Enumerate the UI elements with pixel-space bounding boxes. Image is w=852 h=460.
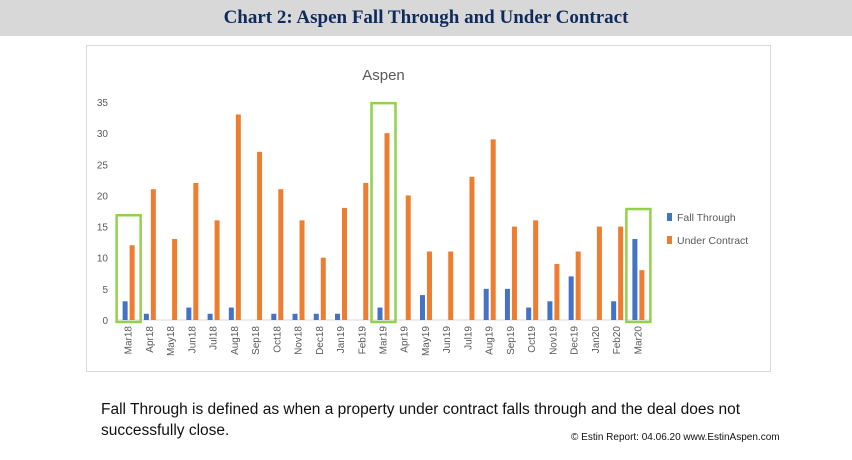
x-tick-label: Feb20 [612,326,623,355]
x-tick-label: Mar18 [124,326,135,355]
x-tick-label: Sep18 [251,326,262,355]
fall-through-bar [313,313,319,320]
x-tick-label: Oct19 [527,326,538,353]
under-contract-bar [278,189,284,320]
x-tick-label: Nov19 [548,326,559,355]
y-tick-label: 25 [97,160,109,171]
fall-through-bar [377,307,383,320]
x-tick-label: Aug19 [485,326,496,355]
legend-label-under-contract: Under Contract [677,235,748,247]
x-tick-label: Jan19 [336,326,347,354]
fall-through-bar [228,307,234,320]
x-tick-label: Jun18 [187,326,198,354]
credit-line: © Estin Report: 04.06.20 www.EstinAspen.… [571,432,780,443]
under-contract-bar [235,114,241,320]
highlight-box [115,214,142,324]
under-contract-bar [554,263,560,320]
y-tick-label: 30 [97,129,109,140]
caption: Fall Through is defined as when a proper… [101,401,741,439]
under-contract-bar [490,139,496,320]
under-contract-bar [214,220,220,320]
x-tick-label: Dec18 [315,326,326,355]
x-tick-label: Jul19 [463,326,474,350]
legend-swatch-under-contract [667,236,672,244]
under-contract-bar [426,251,432,320]
under-contract-bar [320,257,326,320]
under-contract-bar [405,195,411,320]
y-tick-label: 15 [97,223,109,234]
fall-through-bar [611,301,617,320]
fall-through-bar [335,313,341,320]
highlight-box [625,207,652,324]
fall-through-bar [419,295,425,320]
x-tick-label: Jul18 [209,326,220,350]
header-band: Chart 2: Aspen Fall Through and Under Co… [0,0,852,36]
x-tick-label: May19 [421,326,432,356]
under-contract-bar [639,270,645,320]
fall-through-bar [483,288,489,320]
x-tick-label: May18 [166,326,177,356]
y-tick-label: 0 [102,316,108,327]
under-contract-bar [448,251,454,320]
x-tick-label: Mar20 [633,326,644,355]
under-contract-bar [384,133,390,320]
y-tick-label: 5 [102,285,108,296]
fall-through-bar [143,313,149,320]
fall-through-bar [547,301,553,320]
bar-chart: Aspen 0 5 10 15 20 25 30 35 Mar18 Apr18 May18 Jun18 J… [97,67,748,356]
y-tick-label: 20 [97,191,109,202]
fall-through-bar [568,276,574,320]
x-tick-label: Apr19 [400,326,411,353]
x-tick-label: Oct18 [272,326,283,353]
under-contract-bar [575,251,581,320]
under-contract-bar [511,226,517,320]
x-tick-label: Dec19 [570,326,581,355]
under-contract-bar [129,245,135,320]
x-tick-label: Jun19 [442,326,453,354]
under-contract-bar [257,151,263,320]
fall-through-bar [271,313,277,320]
fall-through-bar [632,239,638,320]
chart-title: Aspen [362,67,405,84]
highlight-box [370,101,397,324]
y-tick-label: 35 [97,98,109,109]
fall-through-bar [122,301,128,320]
x-tick-label: Sep19 [506,326,517,355]
x-tick-label: Jan20 [591,326,602,354]
legend-swatch-fall-through [667,213,672,221]
fall-through-bar [504,288,510,320]
under-contract-bar [193,182,199,320]
under-contract-bar [172,239,178,320]
under-contract-bar [342,207,348,320]
y-tick-label: 10 [97,254,109,265]
under-contract-bar [469,176,475,320]
under-contract-bar [596,226,602,320]
x-tick-label: Feb19 [357,326,368,355]
fall-through-bar [526,307,532,320]
under-contract-bar [299,220,305,320]
under-contract-bar [618,226,624,320]
chart-frame: Aspen 0 5 10 15 20 25 30 35 Mar18 Apr18 May18 Jun18 J… [86,45,771,372]
page-title: Chart 2: Aspen Fall Through and Under Co… [223,7,629,28]
x-tick-label: Mar19 [379,326,390,355]
x-tick-label: Aug18 [230,326,241,355]
x-tick-label: Apr18 [145,326,156,353]
under-contract-bar [363,182,369,320]
fall-through-bar [207,313,213,320]
x-tick-label: Nov18 [294,326,305,355]
fall-through-bar [292,313,298,320]
fall-through-bar [186,307,192,320]
legend-label-fall-through: Fall Through [677,212,736,224]
under-contract-bar [533,220,539,320]
under-contract-bar [150,189,156,320]
